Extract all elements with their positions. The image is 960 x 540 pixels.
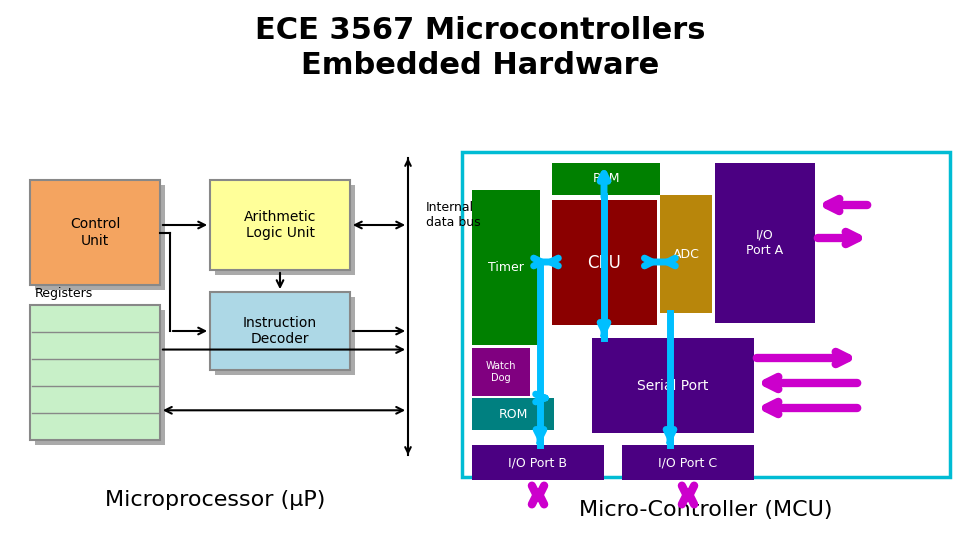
Bar	[472, 398, 554, 430]
Text: RAM: RAM	[592, 172, 620, 186]
Bar	[210, 292, 350, 370]
Text: ECE 3567 Microcontrollers
Embedded Hardware: ECE 3567 Microcontrollers Embedded Hardw…	[254, 16, 706, 80]
Text: Timer: Timer	[488, 261, 524, 274]
Bar	[30, 305, 160, 440]
Bar	[472, 190, 540, 345]
Text: Control
Unit: Control Unit	[70, 218, 120, 248]
Text: Arithmetic
Logic Unit: Arithmetic Logic Unit	[244, 210, 316, 240]
Text: ADC: ADC	[673, 247, 700, 260]
Bar	[35, 185, 165, 290]
Text: I/O Port C: I/O Port C	[659, 456, 717, 469]
Text: CPU: CPU	[588, 253, 621, 272]
Text: Micro-Controller (MCU): Micro-Controller (MCU)	[579, 500, 832, 520]
Text: I/O
Port A: I/O Port A	[747, 229, 783, 257]
Bar	[715, 163, 815, 323]
Text: Watch
Dog: Watch Dog	[486, 361, 516, 383]
Bar	[30, 180, 160, 285]
Text: ROM: ROM	[498, 408, 528, 421]
Bar	[210, 180, 350, 270]
Bar	[552, 200, 657, 325]
Text: Internal
data bus: Internal data bus	[426, 201, 481, 229]
Bar	[622, 445, 754, 480]
Bar	[472, 348, 530, 396]
Text: Serial Port: Serial Port	[637, 379, 708, 393]
Bar	[552, 163, 660, 195]
Bar	[35, 310, 165, 445]
Bar	[472, 445, 604, 480]
Text: Registers: Registers	[35, 287, 93, 300]
Bar	[660, 195, 712, 313]
Bar	[215, 185, 355, 275]
Text: Microprocessor (μP): Microprocessor (μP)	[105, 490, 325, 510]
Text: I/O Port B: I/O Port B	[509, 456, 567, 469]
Bar	[215, 297, 355, 375]
Text: Instruction
Decoder: Instruction Decoder	[243, 316, 317, 346]
Bar	[592, 338, 754, 433]
Bar	[462, 152, 950, 477]
